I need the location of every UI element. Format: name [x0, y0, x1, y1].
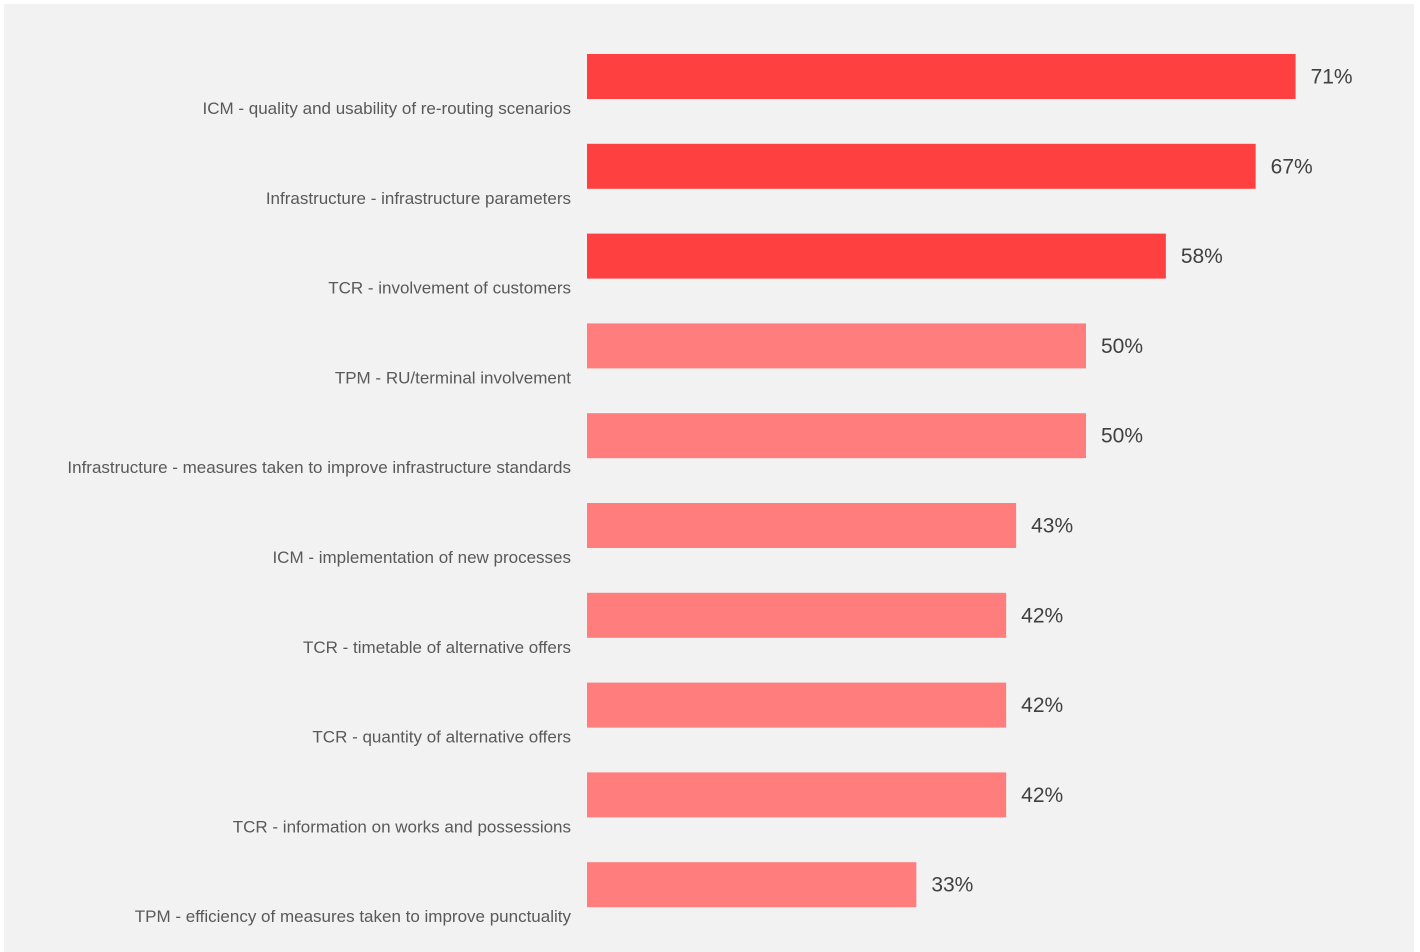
category-label: TPM - RU/terminal involvement	[335, 368, 571, 387]
bar	[587, 54, 1296, 99]
value-label: 33%	[931, 874, 973, 897]
bar-chart: 71% ICM - quality and usability of re-rou…	[4, 4, 1414, 952]
category-label: ICM - implementation of new processes	[272, 548, 571, 567]
bar	[587, 233, 1166, 279]
category-label: TCR - timetable of alternative offers	[303, 638, 571, 657]
bar	[587, 503, 1017, 548]
bar	[587, 143, 1256, 189]
value-label: 42%	[1021, 604, 1063, 627]
category-label: Infrastructure - measures taken to impro…	[67, 458, 571, 477]
value-label: 42%	[1021, 694, 1063, 717]
category-label: TCR - information on works and possessio…	[233, 817, 571, 836]
bar	[587, 413, 1086, 459]
value-label: 43%	[1031, 515, 1073, 538]
value-label: 58%	[1181, 245, 1223, 268]
value-label: 42%	[1021, 784, 1063, 807]
value-label: 50%	[1101, 335, 1143, 358]
category-label: TCR - involvement of customers	[328, 279, 571, 298]
chart-svg: 71% ICM - quality and usability of re-rou…	[67, 54, 1353, 926]
value-label: 71%	[1311, 66, 1353, 89]
category-label: TCR - quantity of alternative offers	[312, 728, 571, 747]
value-label: 50%	[1101, 425, 1143, 448]
category-label: Infrastructure - infrastructure paramete…	[266, 189, 571, 208]
bar	[587, 682, 1007, 728]
category-label: ICM - quality and usability of re-routin…	[203, 99, 572, 118]
value-label: 67%	[1271, 155, 1313, 178]
bar	[587, 592, 1007, 638]
bar	[587, 772, 1007, 818]
bar	[587, 323, 1086, 369]
category-label: TPM - efficiency of measures taken to im…	[135, 907, 572, 926]
bar	[587, 862, 917, 908]
